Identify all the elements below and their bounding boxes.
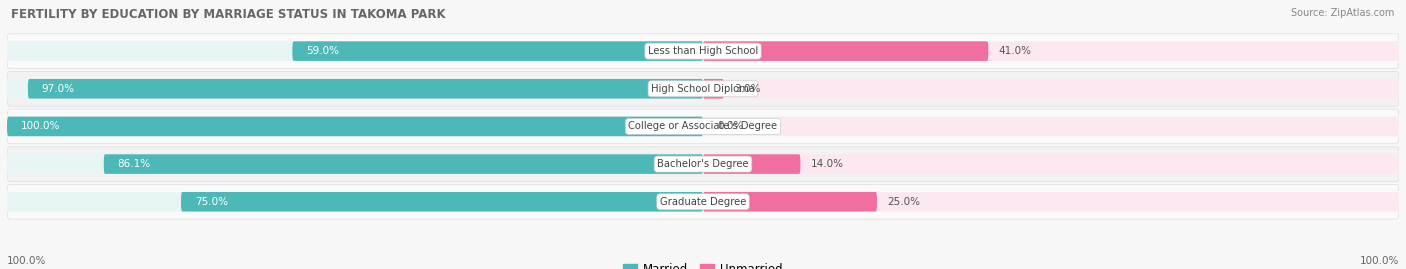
FancyBboxPatch shape [703,41,1399,61]
FancyBboxPatch shape [703,154,800,174]
FancyBboxPatch shape [7,117,703,136]
FancyBboxPatch shape [7,117,703,136]
FancyBboxPatch shape [7,34,1399,68]
FancyBboxPatch shape [7,79,703,98]
Text: Graduate Degree: Graduate Degree [659,197,747,207]
Text: Bachelor's Degree: Bachelor's Degree [657,159,749,169]
Text: 100.0%: 100.0% [7,256,46,266]
Text: Source: ZipAtlas.com: Source: ZipAtlas.com [1291,8,1395,18]
Text: 59.0%: 59.0% [307,46,339,56]
FancyBboxPatch shape [7,109,1399,144]
FancyBboxPatch shape [7,154,703,174]
FancyBboxPatch shape [181,192,703,211]
FancyBboxPatch shape [703,192,1399,211]
Text: 14.0%: 14.0% [811,159,844,169]
FancyBboxPatch shape [7,185,1399,219]
Text: FERTILITY BY EDUCATION BY MARRIAGE STATUS IN TAKOMA PARK: FERTILITY BY EDUCATION BY MARRIAGE STATU… [11,8,446,21]
FancyBboxPatch shape [703,192,877,211]
Text: 100.0%: 100.0% [21,121,60,132]
Text: 0.0%: 0.0% [717,121,744,132]
Text: 25.0%: 25.0% [887,197,921,207]
Text: Less than High School: Less than High School [648,46,758,56]
FancyBboxPatch shape [7,147,1399,181]
FancyBboxPatch shape [292,41,703,61]
Text: 41.0%: 41.0% [998,46,1032,56]
Text: College or Associate's Degree: College or Associate's Degree [628,121,778,132]
FancyBboxPatch shape [104,154,703,174]
FancyBboxPatch shape [703,117,1399,136]
Text: 86.1%: 86.1% [118,159,150,169]
FancyBboxPatch shape [703,79,724,98]
FancyBboxPatch shape [703,79,1399,98]
Text: 97.0%: 97.0% [42,84,75,94]
Text: 100.0%: 100.0% [1360,256,1399,266]
Legend: Married, Unmarried: Married, Unmarried [619,258,787,269]
Text: 3.0%: 3.0% [734,84,761,94]
FancyBboxPatch shape [7,192,703,211]
Text: 75.0%: 75.0% [195,197,228,207]
Text: High School Diploma: High School Diploma [651,84,755,94]
FancyBboxPatch shape [7,72,1399,106]
FancyBboxPatch shape [703,154,1399,174]
FancyBboxPatch shape [703,41,988,61]
FancyBboxPatch shape [7,41,703,61]
FancyBboxPatch shape [28,79,703,98]
